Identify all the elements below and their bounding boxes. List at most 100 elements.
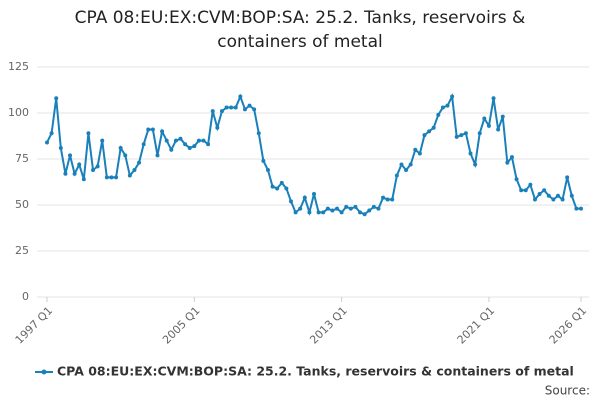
data-point: [569, 193, 574, 198]
data-point: [486, 123, 491, 128]
data-point: [473, 162, 478, 167]
data-point: [325, 206, 330, 211]
data-point: [358, 210, 363, 215]
data-point: [514, 177, 519, 182]
data-point: [417, 151, 422, 156]
data-point: [127, 173, 132, 178]
data-point: [353, 204, 358, 209]
data-point: [477, 131, 482, 136]
data-point: [339, 210, 344, 215]
data-point: [468, 151, 473, 156]
data-point: [275, 186, 280, 191]
data-point: [450, 94, 455, 99]
x-tick-label: 2026 Q1: [547, 304, 590, 347]
data-point: [579, 206, 583, 211]
data-point: [141, 142, 146, 147]
data-point: [160, 129, 165, 134]
data-point: [459, 133, 464, 138]
data-point: [233, 105, 238, 110]
data-point: [344, 204, 349, 209]
data-point: [95, 164, 100, 169]
data-point: [371, 204, 376, 209]
data-point: [399, 162, 404, 167]
y-tick-label: 125: [8, 60, 29, 73]
data-point: [302, 195, 307, 200]
data-point: [118, 145, 123, 150]
data-point: [81, 177, 86, 182]
data-point: [376, 206, 381, 211]
data-point: [307, 210, 312, 215]
data-point: [463, 131, 468, 136]
data-point: [362, 212, 367, 217]
data-point: [348, 206, 353, 211]
data-point: [192, 144, 197, 149]
data-point: [49, 131, 54, 136]
data-point: [86, 131, 91, 136]
data-point: [312, 191, 316, 196]
y-tick-label: 25: [15, 244, 29, 257]
data-point: [45, 140, 49, 145]
data-point: [210, 109, 215, 114]
data-point: [454, 134, 459, 139]
data-point: [537, 191, 542, 196]
data-point: [542, 188, 547, 193]
y-tick-label: 0: [22, 290, 29, 303]
data-point: [298, 206, 303, 211]
data-point: [335, 206, 340, 211]
data-point: [169, 147, 174, 152]
data-point: [187, 145, 192, 150]
data-point: [137, 160, 142, 165]
x-tick-label: 2005 Q1: [160, 304, 203, 347]
data-point: [247, 103, 252, 108]
data-point: [404, 168, 409, 173]
data-point: [436, 112, 441, 117]
data-point: [496, 127, 501, 132]
data-point: [270, 184, 275, 189]
data-point: [422, 133, 427, 138]
data-point: [546, 193, 551, 198]
data-point: [519, 188, 524, 193]
data-point: [288, 199, 293, 204]
source: Source:: [545, 384, 590, 398]
data-point: [265, 168, 270, 173]
y-tick-label: 100: [8, 106, 29, 119]
data-point: [261, 158, 266, 163]
data-point: [321, 210, 326, 215]
data-point: [555, 193, 560, 198]
chart-title: CPA 08:EU:EX:CVM:BOP:SA: 25.2. Tanks, re…: [74, 8, 526, 52]
data-point: [367, 208, 372, 213]
data-point: [206, 142, 211, 147]
data-point: [500, 114, 505, 119]
data-point: [565, 175, 570, 180]
data-point: [196, 138, 201, 143]
data-point: [183, 142, 188, 147]
y-tick-label: 75: [15, 152, 29, 165]
data-point: [173, 138, 178, 143]
data-point: [413, 147, 418, 152]
legend-marker: [41, 369, 47, 375]
data-point: [91, 168, 96, 173]
data-point: [68, 153, 73, 158]
data-point: [224, 105, 229, 110]
data-point: [63, 171, 68, 176]
data-point: [150, 127, 155, 132]
data-point: [523, 188, 528, 193]
data-point: [427, 129, 432, 134]
x-tick-label: 2021 Q1: [455, 304, 498, 347]
data-point: [155, 153, 160, 158]
data-point: [574, 206, 579, 211]
data-point: [505, 160, 510, 165]
data-point: [123, 153, 128, 158]
data-point: [330, 208, 335, 213]
data-point: [284, 186, 289, 191]
data-point: [54, 96, 59, 101]
data-point: [482, 116, 487, 121]
data-point: [293, 210, 298, 215]
data-point: [316, 210, 321, 215]
data-point: [178, 136, 183, 141]
data-point: [104, 175, 109, 180]
data-point: [58, 145, 63, 150]
data-point: [109, 175, 114, 180]
